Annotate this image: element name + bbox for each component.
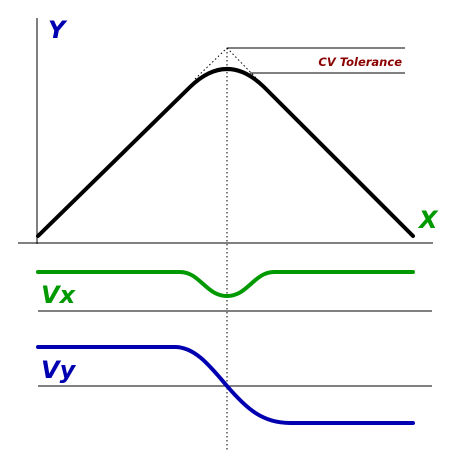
vy-curve <box>36 345 415 425</box>
tool-path <box>36 67 415 238</box>
tolerance-label: CV Tolerance <box>318 55 402 69</box>
vy-label: Vy <box>41 356 77 384</box>
ideal-corner-left-guide <box>194 47 228 80</box>
y-axis-label: Y <box>48 16 68 44</box>
vx-curve <box>36 270 415 299</box>
ideal-corner-right-guide <box>226 47 258 80</box>
vx-label: Vx <box>41 281 77 309</box>
x-axis-label: X <box>417 206 439 234</box>
